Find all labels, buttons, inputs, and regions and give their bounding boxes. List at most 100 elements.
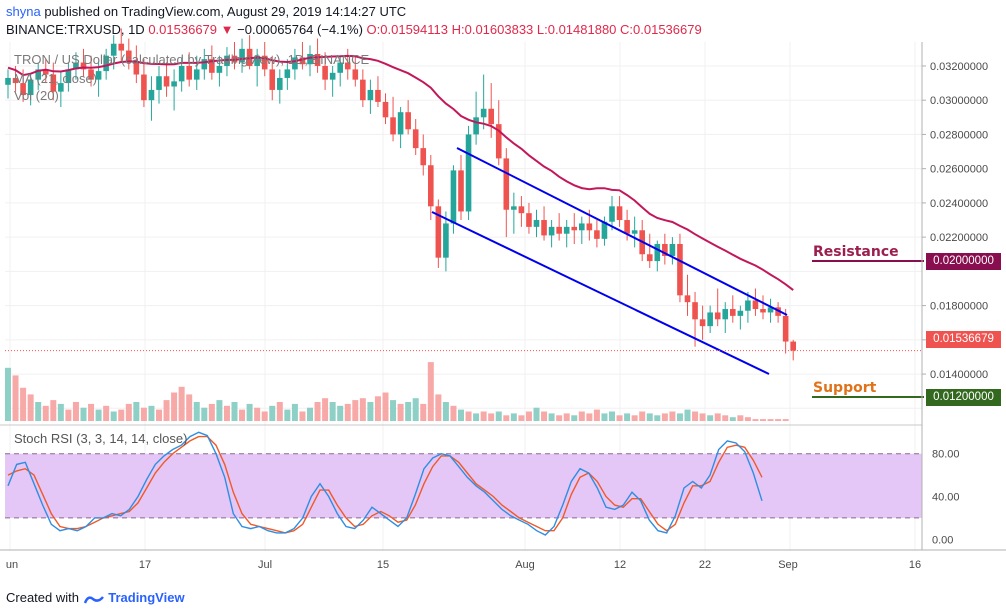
volume-bar — [57, 403, 64, 421]
candle-body — [126, 50, 132, 63]
candle-body — [5, 77, 11, 85]
candle-body — [631, 230, 638, 234]
candle-body — [760, 309, 766, 313]
candle-body — [20, 83, 26, 96]
volume-bar — [65, 409, 72, 421]
volume-bar — [533, 407, 540, 421]
candle-body — [526, 213, 532, 227]
candle-body — [782, 315, 789, 342]
candle-body — [548, 226, 555, 236]
candle-body — [133, 62, 140, 75]
candle-body — [465, 134, 472, 212]
vol-legend[interactable]: Vol (20) — [14, 88, 59, 103]
volume-bar — [465, 411, 472, 421]
volume-bar — [103, 405, 110, 421]
volume-bar — [171, 392, 178, 421]
author-link[interactable]: shyna — [6, 4, 41, 19]
volume-bar — [518, 415, 525, 421]
publish-info: shyna published on TradingView.com, Augu… — [6, 4, 406, 19]
candle-body — [458, 170, 464, 212]
candle-body — [367, 89, 374, 101]
candle-body — [307, 53, 313, 65]
candle-body — [88, 69, 94, 80]
volume-bar — [163, 400, 170, 421]
volume-bar — [390, 400, 397, 421]
candle-body — [730, 309, 736, 316]
volume-bar — [616, 415, 623, 421]
ma-line — [7, 54, 794, 291]
candle-body — [299, 57, 306, 65]
volume-bar — [50, 400, 57, 421]
candle-body — [563, 226, 570, 234]
footer: Created with TradingView — [6, 590, 185, 605]
volume-bar — [329, 402, 336, 421]
volume-bar — [140, 407, 147, 421]
candle-body — [601, 221, 608, 239]
last-price-tag: 0.01536679 — [926, 331, 1001, 348]
volume-bar — [12, 375, 19, 421]
volume-bar — [223, 405, 230, 421]
candle-body — [360, 79, 366, 101]
price-tick-label: 0.02400000 — [930, 198, 988, 210]
volume-bar — [775, 419, 782, 421]
candle-body — [27, 79, 34, 96]
date-tick-label: 15 — [377, 559, 389, 571]
stoch-k-line — [7, 431, 763, 536]
volume-bar — [729, 417, 736, 421]
candle-body — [684, 295, 691, 303]
volume-bar — [586, 413, 593, 421]
price-overlays — [5, 54, 924, 398]
ohlc-values: O:0.01594113 H:0.01603833 L:0.01481880 C… — [366, 22, 702, 37]
stoch-rsi-legend[interactable]: Stoch RSI (3, 3, 14, 14, close) — [14, 431, 188, 446]
volume-bar — [291, 403, 298, 421]
volume-bar — [525, 411, 532, 421]
date-tick-label: un — [6, 559, 18, 571]
candle-body — [541, 220, 547, 236]
volume-bar — [246, 403, 253, 421]
volume-bar — [352, 400, 359, 421]
volume-bar — [367, 402, 374, 421]
volume-bar — [488, 413, 495, 421]
volume-bar — [744, 417, 751, 421]
candle-body — [254, 55, 260, 66]
volume-bar — [707, 415, 714, 421]
candlesticks — [5, 28, 796, 361]
volume-bar — [442, 402, 449, 421]
candle-body — [480, 108, 487, 118]
price-tick-label: 0.01800000 — [930, 301, 988, 313]
symbol-info: BINANCE:TRXUSD, 1D 0.01536679 ▼ −0.00065… — [6, 22, 702, 37]
candle-body — [405, 112, 411, 130]
series-title[interactable]: TRON / US Dollar (calculated by TradingV… — [14, 52, 370, 67]
candle-body — [707, 312, 713, 327]
volume-bar — [510, 413, 517, 421]
volume-bar — [80, 407, 87, 421]
candle-body — [752, 300, 759, 310]
volume-bar — [752, 419, 759, 421]
volume-bar — [276, 402, 283, 421]
publish-text: published on TradingView.com, August 29,… — [44, 4, 407, 19]
date-tick-label: 16 — [909, 559, 921, 571]
footer-created: Created with — [6, 590, 79, 605]
candle-body — [390, 117, 396, 135]
candle-body — [443, 223, 449, 258]
volume-bar — [420, 403, 427, 421]
volume-bar — [314, 402, 321, 421]
candle-body — [699, 319, 706, 327]
stoch-rsi-pane — [5, 431, 922, 536]
volume-bar — [782, 419, 789, 421]
down-arrow-icon: ▼ — [220, 22, 234, 37]
date-tick-label: 22 — [699, 559, 711, 571]
volume-bar — [201, 407, 208, 421]
candle-body — [412, 129, 419, 149]
volume-bar — [624, 413, 631, 421]
candle-body — [677, 243, 683, 296]
stoch-d-line — [7, 435, 763, 534]
candle-body — [329, 72, 336, 80]
candle-body — [95, 71, 102, 80]
volume-bar — [307, 407, 313, 421]
candle-body — [790, 341, 796, 351]
date-tick-label: 17 — [139, 559, 151, 571]
footer-brand[interactable]: TradingView — [108, 590, 185, 605]
ma-legend[interactable]: MA (21, close) — [14, 71, 98, 86]
